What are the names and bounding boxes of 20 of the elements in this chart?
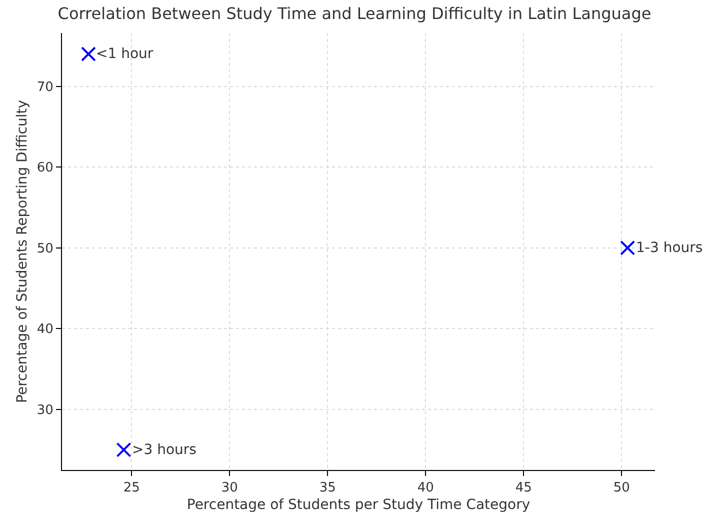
annotation: 1-3 hours xyxy=(636,240,703,256)
chart-title: Correlation Between Study Time and Learning Difficulty in Latin Language xyxy=(58,4,652,24)
point xyxy=(620,240,636,256)
y-tick-label: 50 xyxy=(36,241,54,256)
x-tick-label: 25 xyxy=(123,480,140,496)
point xyxy=(80,46,96,62)
y-tick-label: 60 xyxy=(36,160,54,176)
y-axis-title: Percentage of Students Reporting Difficulty xyxy=(14,100,30,403)
x-tick-label: 30 xyxy=(221,480,238,496)
y-tick-label: 70 xyxy=(36,80,54,95)
x-tick-label: 50 xyxy=(613,480,630,496)
annotation: <1 hour xyxy=(96,46,154,62)
y-tick-label: 40 xyxy=(36,322,54,338)
point xyxy=(116,442,132,458)
x-tick-label: 35 xyxy=(319,480,336,496)
x-axis-title: Percentage of Students per Study Time Category xyxy=(186,496,530,513)
annotation: >3 hours xyxy=(132,442,196,458)
x-tick-label: 45 xyxy=(515,480,532,496)
y-tick-label: 30 xyxy=(36,402,54,418)
x-tick-label: 40 xyxy=(417,480,434,496)
